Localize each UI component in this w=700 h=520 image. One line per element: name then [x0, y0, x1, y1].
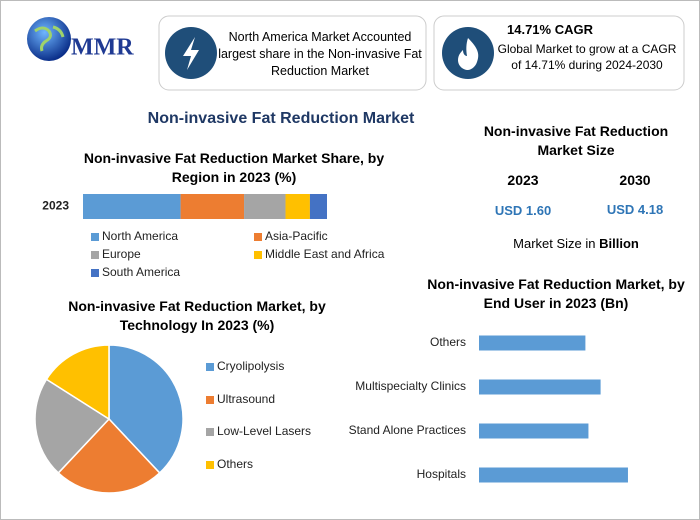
bar — [479, 379, 601, 395]
note-text: Market Size in — [513, 236, 596, 251]
note-unit: Billion — [599, 236, 639, 251]
bar-segment — [180, 194, 245, 219]
highlight-text: North America Market Accounted largest s… — [218, 30, 422, 78]
chart-title: Non-invasive Fat Reduction Market, by En… — [427, 276, 685, 311]
y-tick-label: Multispecialty Clinics — [355, 379, 466, 393]
legend-swatch — [91, 251, 99, 259]
y-tick-label: 2023 — [42, 199, 69, 213]
highlight-box — [158, 15, 427, 91]
legend-label: North America — [102, 229, 178, 243]
year: 2023 — [507, 172, 539, 188]
pie-slice — [45, 344, 110, 421]
bar — [479, 335, 586, 351]
logo-land — [34, 25, 65, 52]
size-value: USD 1.60 — [494, 203, 552, 218]
highlight-title: 14.71% CAGR — [507, 22, 593, 37]
legend-label: Others — [217, 457, 253, 471]
bar — [479, 423, 589, 439]
bolt-icon — [183, 37, 199, 70]
bar-segment — [285, 194, 310, 219]
size-title: Non-invasive Fat Reduction Market Size — [483, 123, 669, 158]
highlight-text: Global Market to grow at a CAGR of 14.71… — [497, 42, 677, 72]
pie-slice — [57, 417, 161, 494]
legend-swatch — [254, 233, 262, 241]
bar-segment — [83, 194, 181, 219]
legend-label: Europe — [102, 247, 141, 261]
pie-slice — [34, 378, 111, 475]
bar — [479, 467, 628, 483]
y-tick-label: Stand Alone Practices — [349, 423, 466, 437]
highlight-box — [433, 15, 685, 91]
y-tick-label: Hospitals — [417, 467, 466, 481]
pie-slice — [108, 344, 184, 475]
legend-label: Asia-Pacific — [265, 229, 328, 243]
main-title: Non-invasive Fat Reduction Market — [147, 110, 415, 127]
y-tick-label: Others — [430, 335, 466, 349]
size-value: USD 4.18 — [606, 202, 664, 217]
bar-segment — [244, 194, 286, 219]
legend-swatch — [206, 461, 214, 469]
legend-label: Middle East and Africa — [265, 247, 385, 261]
legend-label: Ultrasound — [217, 392, 275, 406]
legend-label: Cryolipolysis — [217, 359, 284, 373]
legend-label: South America — [102, 265, 180, 279]
bar-segment — [309, 194, 327, 219]
year: 2030 — [619, 172, 651, 188]
flame-icon — [458, 38, 479, 70]
chart-title: Non-invasive Fat Reduction Market Share,… — [83, 150, 385, 185]
legend-swatch — [206, 396, 214, 404]
legend-swatch — [91, 269, 99, 277]
chart-title: Non-invasive Fat Reduction Market, by Te… — [68, 298, 326, 333]
legend-swatch — [206, 428, 214, 436]
legend-label: Low-Level Lasers — [217, 424, 311, 438]
logo-text: MMR — [71, 35, 134, 61]
legend-swatch — [206, 363, 214, 371]
legend-swatch — [254, 251, 262, 259]
size-note: Market Size in Billion — [471, 236, 681, 251]
legend-swatch — [91, 233, 99, 241]
